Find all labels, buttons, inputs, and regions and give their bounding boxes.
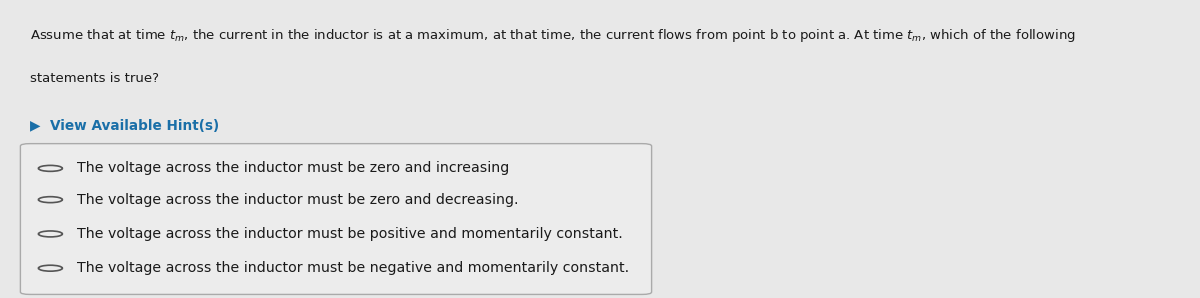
Text: Assume that at time $t_m$, the current in the inductor is at a maximum, at that : Assume that at time $t_m$, the current i… xyxy=(30,27,1075,44)
Text: statements is true?: statements is true? xyxy=(30,72,158,85)
Text: The voltage across the inductor must be positive and momentarily constant.: The voltage across the inductor must be … xyxy=(77,227,623,241)
Text: ▶  View Available Hint(s): ▶ View Available Hint(s) xyxy=(30,119,220,133)
Text: The voltage across the inductor must be zero and increasing: The voltage across the inductor must be … xyxy=(77,162,509,175)
Text: The voltage across the inductor must be zero and decreasing.: The voltage across the inductor must be … xyxy=(77,193,518,207)
Text: The voltage across the inductor must be negative and momentarily constant.: The voltage across the inductor must be … xyxy=(77,261,629,275)
